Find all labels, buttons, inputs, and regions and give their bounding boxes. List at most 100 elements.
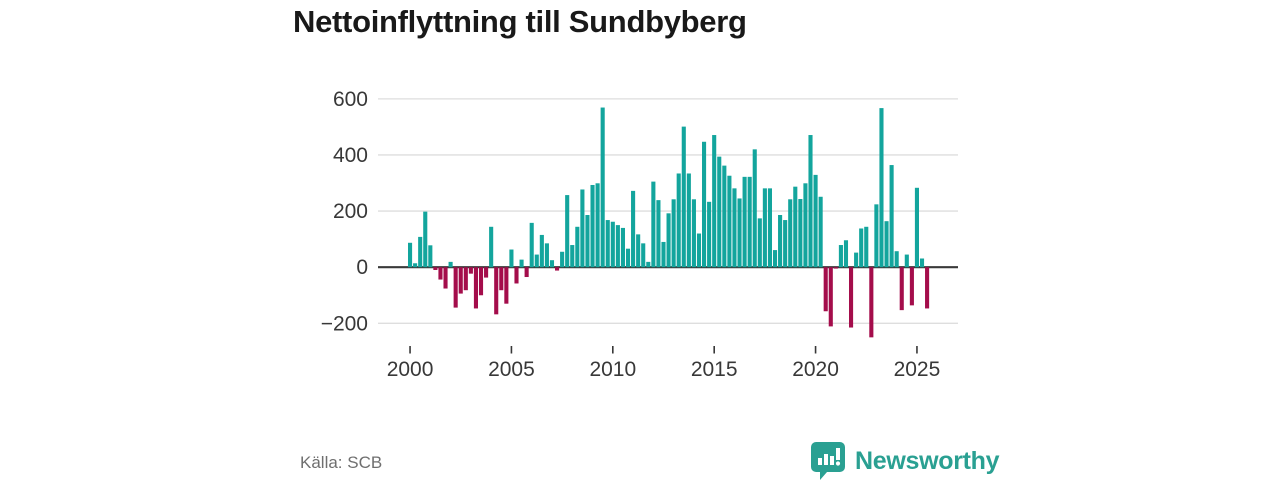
bar	[919, 258, 925, 268]
bar	[727, 175, 732, 268]
bar	[413, 263, 418, 268]
bar	[691, 199, 696, 268]
bar	[443, 267, 448, 289]
bar	[909, 267, 914, 306]
chart-title: Nettoinflyttning till Sundbyberg	[293, 4, 747, 39]
bar	[904, 254, 909, 268]
bar	[458, 267, 463, 294]
bar	[509, 249, 514, 268]
bar	[696, 233, 702, 268]
bar	[590, 184, 595, 268]
bar	[448, 261, 453, 268]
bar	[494, 267, 499, 315]
bar	[625, 248, 631, 268]
bar	[524, 267, 529, 278]
bar	[570, 245, 575, 268]
bar	[778, 215, 783, 268]
bar	[656, 200, 661, 268]
bar	[686, 173, 691, 268]
bar	[722, 165, 727, 268]
bar	[813, 174, 818, 268]
bar	[717, 156, 722, 268]
bar	[828, 267, 833, 327]
bar	[884, 221, 889, 268]
bar	[859, 228, 864, 268]
y-axis-tick-label: −200	[321, 312, 368, 335]
bar	[575, 226, 580, 268]
bar	[539, 234, 544, 268]
x-axis-tick-label: 2025	[894, 358, 941, 381]
bar	[549, 260, 555, 268]
x-axis-tick-label: 2000	[387, 358, 434, 381]
bar	[595, 183, 600, 268]
bar	[772, 250, 778, 268]
logo-bar-icon	[830, 456, 834, 465]
bar	[478, 267, 484, 296]
bar	[742, 176, 747, 268]
newsworthy-wordmark: Newsworthy	[855, 446, 1000, 475]
y-axis-tick-label: 400	[333, 144, 368, 167]
bar	[636, 234, 641, 268]
bar	[605, 220, 610, 268]
bar	[646, 261, 651, 268]
logo-exclamation-icon	[836, 448, 840, 460]
bar	[874, 204, 879, 268]
bar	[681, 126, 686, 268]
bar	[610, 221, 615, 268]
bar	[737, 198, 742, 268]
bar	[499, 267, 504, 291]
bar	[914, 187, 919, 268]
bar	[519, 259, 524, 268]
newsworthy-logo-icon	[811, 442, 845, 480]
bar	[843, 240, 849, 268]
bar	[671, 199, 676, 268]
bar	[504, 267, 509, 304]
bar	[879, 108, 884, 268]
x-axis-tick-label: 2015	[691, 358, 738, 381]
bar	[631, 190, 636, 268]
bar	[702, 141, 707, 268]
bar	[514, 267, 519, 284]
bar	[666, 213, 671, 268]
bar	[894, 251, 899, 268]
bar	[544, 243, 549, 268]
x-axis-tick-label: 2020	[792, 358, 839, 381]
bar	[757, 218, 762, 268]
bar	[798, 199, 803, 268]
x-axis-tick-label: 2010	[589, 358, 636, 381]
bar	[560, 251, 565, 268]
bar	[529, 222, 534, 268]
bar	[833, 267, 838, 269]
bar	[661, 241, 666, 268]
bar	[620, 227, 625, 268]
x-axis-tick-label: 2005	[488, 358, 535, 381]
source-text: Källa: SCB	[300, 453, 383, 472]
bar	[823, 267, 828, 312]
bar	[889, 165, 894, 268]
bar	[925, 267, 930, 309]
bar	[641, 243, 646, 268]
bar	[418, 236, 423, 268]
bar	[473, 267, 478, 309]
y-axis-tick-label: 0	[356, 256, 368, 279]
bar	[732, 188, 737, 268]
bar	[747, 176, 752, 268]
bar	[423, 211, 428, 268]
bar	[803, 183, 808, 268]
bar	[707, 201, 712, 268]
bar	[788, 199, 793, 268]
bar	[676, 173, 681, 268]
bar	[854, 252, 859, 268]
y-axis-tick-label: 200	[333, 200, 368, 223]
bar	[762, 188, 767, 268]
bar	[783, 220, 788, 268]
bar	[489, 226, 494, 268]
logo-bar-icon	[818, 458, 822, 465]
bar	[864, 226, 869, 268]
bar	[433, 267, 438, 271]
newsworthy-logo: Newsworthy	[810, 442, 1000, 480]
bar	[484, 267, 489, 278]
bar	[565, 195, 570, 268]
bar	[818, 196, 823, 268]
